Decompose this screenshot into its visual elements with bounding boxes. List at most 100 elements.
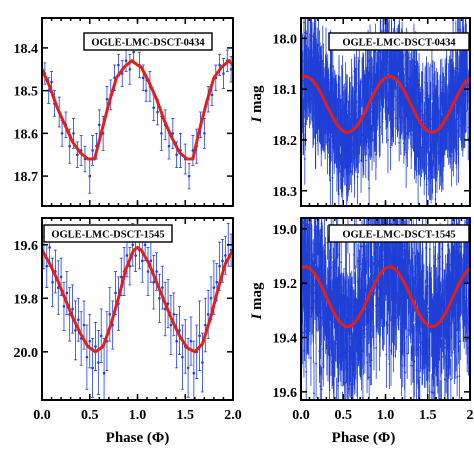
data-point	[434, 198, 437, 200]
data-point	[398, 208, 400, 210]
y-tick-label: 19.6	[14, 239, 39, 254]
data-point	[441, 147, 443, 150]
data-point	[449, 146, 452, 149]
data-point	[462, 15, 464, 17]
data-point	[440, 404, 442, 406]
data-point	[452, 141, 455, 144]
data-point	[381, 120, 384, 123]
star-name-label: OGLE-LMC-DSCT-1545	[51, 230, 164, 241]
data-point	[186, 366, 190, 370]
data-point	[313, 73, 316, 76]
data-point	[143, 243, 147, 247]
data-point	[302, 210, 304, 212]
data-point	[404, 371, 406, 374]
data-point	[355, 68, 358, 71]
data-point	[342, 124, 345, 127]
x-tick-label: 2.0	[224, 408, 242, 423]
data-point	[305, 64, 308, 66]
data-point	[391, 14, 393, 16]
data-point	[314, 284, 317, 287]
data-point	[310, 357, 312, 359]
data-point	[446, 409, 448, 411]
data-point	[320, 67, 323, 70]
data-point	[361, 81, 363, 84]
data-point	[314, 109, 317, 112]
data-point	[91, 149, 94, 152]
data-point	[349, 113, 352, 115]
data-point	[335, 155, 338, 158]
data-point	[452, 97, 455, 100]
data-point	[456, 376, 459, 378]
data-point	[91, 366, 94, 370]
x-tick-label: 1.0	[129, 408, 147, 423]
data-point	[209, 296, 213, 300]
data-point	[451, 351, 454, 354]
data-point	[340, 142, 343, 144]
data-point	[350, 119, 353, 122]
data-point	[318, 56, 321, 59]
data-point	[434, 268, 436, 271]
data-point	[353, 162, 356, 165]
data-point	[417, 132, 420, 135]
data-point	[378, 97, 381, 100]
data-point	[326, 335, 328, 338]
data-point	[448, 127, 450, 130]
data-point	[406, 79, 409, 82]
data-point	[449, 378, 452, 381]
data-point	[152, 106, 156, 110]
data-point	[416, 93, 419, 96]
data-point	[353, 117, 356, 119]
y-tick-label: 18.3	[273, 185, 298, 200]
data-point	[99, 334, 103, 338]
data-point	[357, 144, 360, 147]
chart-panel-1: 18.4 18.5 18.6 18.7 OGLE-LMC-DSCT-0434 e	[0, 17, 234, 207]
data-point	[418, 84, 420, 86]
data-point	[422, 117, 424, 120]
data-point	[72, 132, 75, 135]
data-point	[346, 114, 349, 117]
data-point	[427, 139, 430, 142]
data-point	[330, 89, 333, 92]
data-point	[467, 347, 470, 350]
data-point	[465, 320, 467, 323]
data-point	[441, 92, 444, 94]
data-point	[445, 121, 448, 124]
data-point	[446, 244, 449, 247]
data-point	[192, 371, 196, 375]
data-point	[97, 361, 100, 364]
data-point	[435, 144, 438, 147]
data-point	[410, 87, 412, 89]
data-point	[433, 391, 436, 394]
data-point	[375, 212, 377, 214]
data-point	[203, 132, 206, 135]
data-point	[437, 152, 440, 155]
y-tick-label: 18.0	[273, 32, 298, 47]
data-point	[345, 105, 348, 108]
data-point	[331, 176, 334, 179]
data-point	[390, 104, 393, 107]
data-point	[144, 89, 148, 92]
data-point	[102, 371, 106, 375]
y-axis-title-fragment: e	[0, 108, 4, 115]
x-axis-title: Phase (Φ)	[106, 430, 170, 446]
data-point	[381, 215, 383, 217]
data-point	[410, 255, 413, 258]
data-point	[375, 246, 378, 249]
data-point	[317, 128, 319, 130]
data-point	[325, 55, 327, 58]
data-point	[62, 305, 66, 308]
data-point	[335, 97, 338, 100]
data-point	[398, 51, 401, 54]
y-axis-title-unit: mag	[249, 85, 265, 117]
data-point	[347, 116, 350, 118]
data-point	[329, 63, 332, 66]
data-point	[453, 256, 456, 259]
data-point	[398, 95, 401, 98]
data-point	[430, 391, 433, 393]
data-point	[436, 106, 439, 109]
data-point	[332, 92, 335, 94]
data-point	[413, 119, 415, 121]
data-point	[160, 132, 163, 135]
data-point	[352, 306, 354, 309]
data-point	[332, 134, 335, 136]
